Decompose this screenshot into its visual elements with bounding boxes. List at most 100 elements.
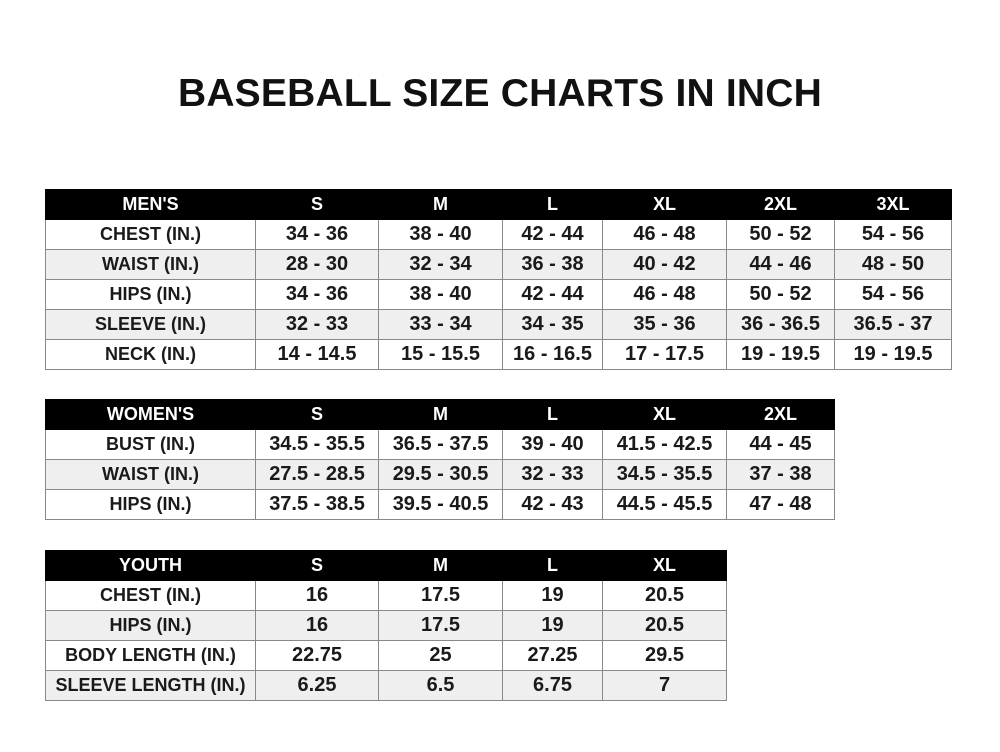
- size-value-cell: 7: [602, 670, 727, 701]
- size-value-cell: 29.5: [602, 640, 727, 671]
- size-value-cell: 41.5 - 42.5: [602, 429, 727, 460]
- size-value-cell: 44.5 - 45.5: [602, 489, 727, 520]
- size-value-cell: 25: [378, 640, 503, 671]
- table-row: HIPS (IN.) 34 - 36 38 - 40 42 - 44 46 - 48 50…: [45, 279, 952, 310]
- size-column-header: XL: [602, 399, 727, 430]
- measurement-label: NECK (IN.): [45, 339, 256, 370]
- table-category-header: YOUTH: [45, 550, 256, 581]
- measurement-label: CHEST (IN.): [45, 219, 256, 250]
- size-column-header: M: [378, 399, 503, 430]
- size-value-cell: 47 - 48: [726, 489, 835, 520]
- size-value-cell: 48 - 50: [834, 249, 952, 280]
- size-value-cell: 32 - 34: [378, 249, 503, 280]
- size-value-cell: 37.5 - 38.5: [255, 489, 379, 520]
- table-row: SLEEVE (IN.) 32 - 33 33 - 34 34 - 35 35 - 36…: [45, 309, 952, 340]
- size-column-header: S: [255, 189, 379, 220]
- size-column-header: XL: [602, 189, 727, 220]
- size-value-cell: 42 - 44: [502, 219, 603, 250]
- header-row: YOUTH S M L XL: [45, 550, 727, 581]
- size-value-cell: 17 - 17.5: [602, 339, 727, 370]
- size-column-header: 2XL: [726, 189, 835, 220]
- size-value-cell: 35 - 36: [602, 309, 727, 340]
- size-value-cell: 37 - 38: [726, 459, 835, 490]
- size-value-cell: 19 - 19.5: [834, 339, 952, 370]
- table-row: HIPS (IN.) 16 17.5 19 20.5: [45, 610, 727, 641]
- size-value-cell: 34 - 36: [255, 279, 379, 310]
- size-value-cell: 50 - 52: [726, 219, 835, 250]
- size-value-cell: 27.5 - 28.5: [255, 459, 379, 490]
- measurement-label: BUST (IN.): [45, 429, 256, 460]
- size-value-cell: 38 - 40: [378, 279, 503, 310]
- size-column-header: 2XL: [726, 399, 835, 430]
- size-column-header: S: [255, 399, 379, 430]
- size-value-cell: 36 - 36.5: [726, 309, 835, 340]
- size-value-cell: 15 - 15.5: [378, 339, 503, 370]
- table-row: WAIST (IN.) 28 - 30 32 - 34 36 - 38 40 - 42 4…: [45, 249, 952, 280]
- measurement-label: SLEEVE LENGTH (IN.): [45, 670, 256, 701]
- size-value-cell: 16: [255, 580, 379, 611]
- size-value-cell: 29.5 - 30.5: [378, 459, 503, 490]
- size-value-cell: 34.5 - 35.5: [602, 459, 727, 490]
- size-value-cell: 6.75: [502, 670, 603, 701]
- size-value-cell: 50 - 52: [726, 279, 835, 310]
- youth-size-table: YOUTH S M L XL CHEST (IN.) 16 17.5 19 20.5 HIPS (I…: [45, 550, 727, 701]
- size-value-cell: 54 - 56: [834, 279, 952, 310]
- measurement-label: SLEEVE (IN.): [45, 309, 256, 340]
- measurement-label: HIPS (IN.): [45, 489, 256, 520]
- size-column-header: L: [502, 189, 603, 220]
- table-category-header: WOMEN'S: [45, 399, 256, 430]
- measurement-label: CHEST (IN.): [45, 580, 256, 611]
- table-row: SLEEVE LENGTH (IN.) 6.25 6.5 6.75 7: [45, 670, 727, 701]
- size-value-cell: 16: [255, 610, 379, 641]
- size-value-cell: 36.5 - 37.5: [378, 429, 503, 460]
- size-column-header: S: [255, 550, 379, 581]
- size-column-header: L: [502, 399, 603, 430]
- table-row: BUST (IN.) 34.5 - 35.5 36.5 - 37.5 39 - 40 4…: [45, 429, 835, 460]
- size-value-cell: 44 - 46: [726, 249, 835, 280]
- size-value-cell: 36.5 - 37: [834, 309, 952, 340]
- page-title: BASEBALL SIZE CHARTS IN INCH: [177, 72, 823, 115]
- size-value-cell: 46 - 48: [602, 279, 727, 310]
- table-row: HIPS (IN.) 37.5 - 38.5 39.5 - 40.5 42 - 43 4…: [45, 489, 835, 520]
- size-value-cell: 27.25: [502, 640, 603, 671]
- table-row: CHEST (IN.) 16 17.5 19 20.5: [45, 580, 727, 611]
- size-value-cell: 32 - 33: [502, 459, 603, 490]
- size-column-header: M: [378, 550, 503, 581]
- size-value-cell: 54 - 56: [834, 219, 952, 250]
- size-value-cell: 39.5 - 40.5: [378, 489, 503, 520]
- size-column-header: XL: [602, 550, 727, 581]
- size-value-cell: 14 - 14.5: [255, 339, 379, 370]
- table-row: NECK (IN.) 14 - 14.5 15 - 15.5 16 - 16.5 17 …: [45, 339, 952, 370]
- size-value-cell: 36 - 38: [502, 249, 603, 280]
- size-value-cell: 34 - 35: [502, 309, 603, 340]
- size-value-cell: 17.5: [378, 580, 503, 611]
- measurement-label: WAIST (IN.): [45, 459, 256, 490]
- size-value-cell: 22.75: [255, 640, 379, 671]
- size-value-cell: 39 - 40: [502, 429, 603, 460]
- header-row: MEN'S S M L XL 2XL 3XL: [45, 189, 952, 220]
- size-value-cell: 6.25: [255, 670, 379, 701]
- womens-size-table: WOMEN'S S M L XL 2XL BUST (IN.) 34.5 - 35.5 36.5…: [45, 399, 835, 520]
- size-column-header: 3XL: [834, 189, 952, 220]
- size-value-cell: 17.5: [378, 610, 503, 641]
- size-value-cell: 46 - 48: [602, 219, 727, 250]
- table-row: CHEST (IN.) 34 - 36 38 - 40 42 - 44 46 - 48 5…: [45, 219, 952, 250]
- table-category-header: MEN'S: [45, 189, 256, 220]
- size-value-cell: 32 - 33: [255, 309, 379, 340]
- size-value-cell: 28 - 30: [255, 249, 379, 280]
- size-value-cell: 44 - 45: [726, 429, 835, 460]
- size-value-cell: 33 - 34: [378, 309, 503, 340]
- size-value-cell: 19 - 19.5: [726, 339, 835, 370]
- mens-size-table: MEN'S S M L XL 2XL 3XL CHEST (IN.) 34 - 36 38 - 4…: [45, 189, 952, 370]
- measurement-label: WAIST (IN.): [45, 249, 256, 280]
- size-value-cell: 20.5: [602, 610, 727, 641]
- measurement-label: HIPS (IN.): [45, 279, 256, 310]
- size-value-cell: 16 - 16.5: [502, 339, 603, 370]
- table-row: WAIST (IN.) 27.5 - 28.5 29.5 - 30.5 32 - 33…: [45, 459, 835, 490]
- size-value-cell: 42 - 44: [502, 279, 603, 310]
- size-value-cell: 34 - 36: [255, 219, 379, 250]
- table-row: BODY LENGTH (IN.) 22.75 25 27.25 29.5: [45, 640, 727, 671]
- measurement-label: HIPS (IN.): [45, 610, 256, 641]
- size-value-cell: 6.5: [378, 670, 503, 701]
- size-value-cell: 20.5: [602, 580, 727, 611]
